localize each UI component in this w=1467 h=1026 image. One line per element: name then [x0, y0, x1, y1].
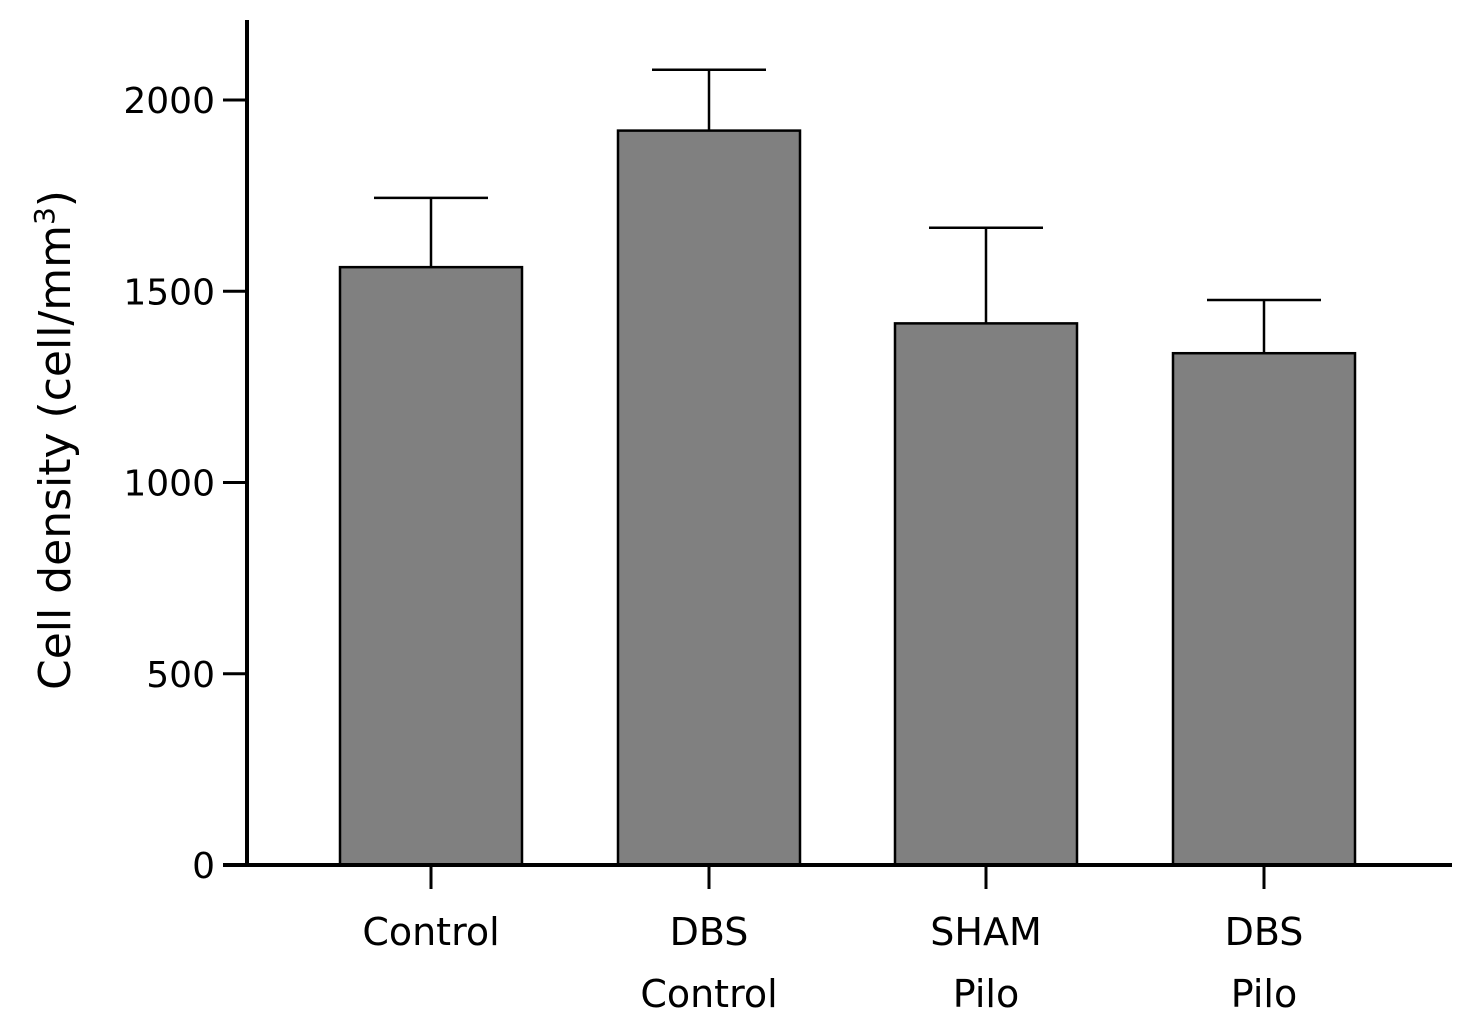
- y-axis-title-text: Cell density (cell/mm: [30, 225, 81, 690]
- bar-3: [1171, 351, 1357, 867]
- x-tick-label-2-1: Pilo: [953, 972, 1019, 1016]
- y-tick-label-1000: 1000: [123, 464, 215, 505]
- x-tick-label-1-0: DBS: [670, 910, 749, 954]
- y-axis-title-superscript: 3: [28, 207, 61, 225]
- y-axis-title-suffix: ): [30, 190, 81, 207]
- x-tick-label-1-1: Control: [640, 972, 777, 1016]
- y-tick-label-500: 500: [146, 655, 215, 696]
- svg-text:Cell density (cell/mm3): Cell density (cell/mm3): [28, 190, 81, 690]
- plot-area: 0 500 1000 1500 2000 Control DBS Control SHAM Pil…: [123, 20, 1452, 1016]
- y-axis-title: Cell density (cell/mm3): [28, 190, 81, 690]
- x-tick-label-3-0: DBS: [1225, 910, 1304, 954]
- bar-1: [616, 129, 802, 867]
- y-tick-label-2000: 2000: [123, 81, 215, 122]
- x-tick-label-2-0: SHAM: [930, 910, 1041, 954]
- bar-2: [893, 322, 1079, 867]
- x-tick-label-3-1: Pilo: [1231, 972, 1297, 1016]
- y-tick-label-1500: 1500: [123, 272, 215, 313]
- x-tick-label-0-0: Control: [362, 910, 499, 954]
- y-tick-label-0: 0: [192, 846, 215, 887]
- bar-0: [338, 265, 524, 867]
